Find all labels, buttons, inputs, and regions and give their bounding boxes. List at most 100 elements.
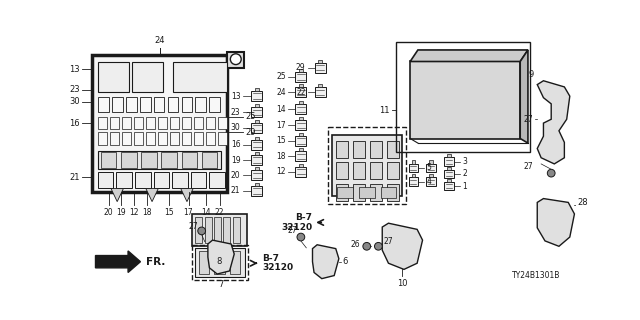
Text: 15: 15 <box>164 208 174 217</box>
Text: 10: 10 <box>397 279 408 288</box>
Text: 22: 22 <box>215 208 224 217</box>
Bar <box>444 170 454 178</box>
Bar <box>444 182 454 190</box>
Bar <box>140 97 150 112</box>
Bar <box>182 117 191 129</box>
Bar <box>172 172 188 188</box>
Bar <box>182 97 193 112</box>
Text: 15: 15 <box>276 136 286 145</box>
Text: 13: 13 <box>69 65 80 74</box>
Bar <box>116 172 132 188</box>
Bar <box>110 132 119 145</box>
Bar <box>387 184 399 201</box>
Text: 32120: 32120 <box>282 222 312 232</box>
Bar <box>121 152 136 168</box>
Circle shape <box>363 243 371 250</box>
Bar <box>299 101 303 104</box>
Bar <box>370 162 382 179</box>
Bar <box>101 152 116 168</box>
Text: 20: 20 <box>231 171 241 180</box>
Bar <box>122 117 131 129</box>
Text: 22: 22 <box>296 88 305 97</box>
Polygon shape <box>208 240 234 274</box>
Bar <box>296 72 307 82</box>
Bar <box>299 69 303 72</box>
Bar <box>370 141 382 158</box>
Bar <box>195 217 202 243</box>
Bar <box>315 87 326 97</box>
Polygon shape <box>410 50 528 61</box>
Bar <box>447 179 451 182</box>
Bar <box>198 251 209 274</box>
Bar <box>387 141 399 158</box>
Bar <box>299 117 303 120</box>
Text: 27: 27 <box>287 227 297 236</box>
Bar <box>255 183 259 186</box>
Text: 5: 5 <box>426 163 431 172</box>
Text: 21: 21 <box>70 172 80 181</box>
Text: 1: 1 <box>462 182 467 191</box>
Polygon shape <box>95 251 140 273</box>
Bar <box>359 187 374 198</box>
Bar <box>299 133 303 136</box>
Bar <box>92 55 227 192</box>
Bar <box>447 154 451 157</box>
Bar <box>318 84 322 87</box>
Bar <box>444 157 454 166</box>
Bar <box>255 88 259 91</box>
Bar <box>205 217 212 243</box>
Bar <box>353 184 365 201</box>
Bar <box>110 117 119 129</box>
Text: 19: 19 <box>116 208 126 217</box>
Bar <box>170 132 179 145</box>
Text: 9: 9 <box>528 70 533 79</box>
Bar <box>299 84 303 87</box>
Bar <box>296 167 307 177</box>
Bar <box>429 160 433 164</box>
Bar <box>328 127 406 204</box>
Bar <box>161 152 177 168</box>
Bar <box>194 117 204 129</box>
Text: 24: 24 <box>276 88 286 97</box>
Text: 3: 3 <box>462 157 467 166</box>
Bar <box>154 97 164 112</box>
Polygon shape <box>111 188 124 202</box>
Text: 13: 13 <box>231 92 241 101</box>
Text: 27: 27 <box>524 163 533 172</box>
Bar <box>195 248 245 277</box>
Text: 30: 30 <box>230 123 241 132</box>
Bar <box>233 217 239 243</box>
Text: 12: 12 <box>129 208 139 217</box>
Circle shape <box>374 243 382 250</box>
Bar <box>206 117 215 129</box>
Bar <box>154 172 169 188</box>
Bar <box>252 140 262 150</box>
Polygon shape <box>180 188 193 202</box>
Circle shape <box>547 169 555 177</box>
Polygon shape <box>537 198 575 246</box>
Bar <box>396 42 529 152</box>
Bar <box>296 151 307 161</box>
Circle shape <box>230 54 241 65</box>
Text: 7: 7 <box>218 280 224 289</box>
Bar <box>252 107 262 117</box>
Bar <box>336 141 348 158</box>
Bar <box>429 174 433 177</box>
Bar <box>141 152 157 168</box>
Bar <box>408 164 418 172</box>
Text: 27: 27 <box>384 237 394 246</box>
Text: 32120: 32120 <box>262 263 293 272</box>
Bar <box>353 141 365 158</box>
Bar <box>318 60 322 63</box>
Bar <box>315 63 326 73</box>
Bar <box>182 132 191 145</box>
Bar <box>191 172 206 188</box>
Bar <box>332 135 402 196</box>
Bar <box>252 171 262 180</box>
Polygon shape <box>312 245 339 279</box>
Text: 17: 17 <box>184 208 193 217</box>
Bar <box>336 184 348 201</box>
Text: 27: 27 <box>524 115 533 124</box>
Bar <box>209 97 220 112</box>
Text: 25: 25 <box>246 112 257 121</box>
